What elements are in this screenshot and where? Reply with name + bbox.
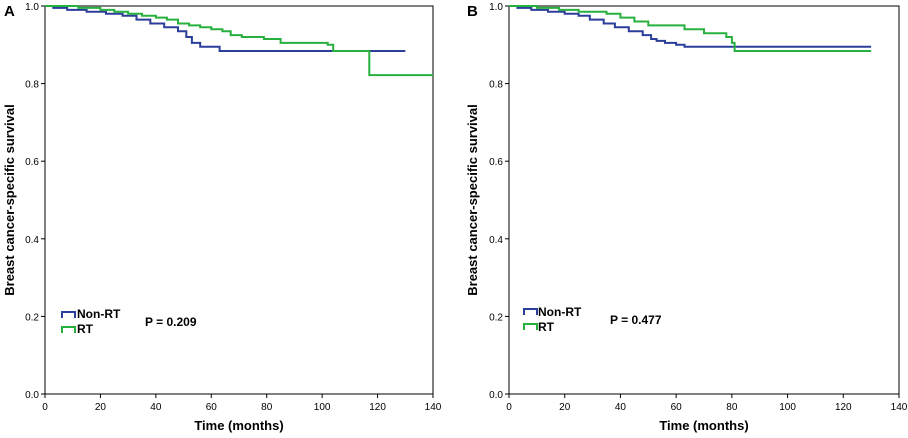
plot-area [508,5,900,395]
x-tick-label: 60 [206,402,218,413]
panel-a: A 0 20 40 60 80 100 120 140 0.00.20.40.60.81.0 … [2,2,442,433]
y-axis: 0.0 0.2 0.4 0.6 0.8 1.0 [25,2,45,401]
survival-curve-non-rt [45,5,406,52]
legend-swatch-non-rt [523,308,538,315]
survival-curve-rt [509,5,872,52]
y-tick-label: 0.8 [25,80,39,91]
plot-area [44,5,434,395]
y-tick-label: 0.4 [489,235,503,246]
x-axis-title: Time (months) [659,418,748,433]
y-axis-title: Breast cancer-specific survival [465,104,480,296]
panel-b: B 0 20 40 60 80 100 120 140 0.00.20.40.60.81.0 … [465,2,908,433]
legend-label-non-rt: Non-RT [538,305,582,319]
x-tick-label: 60 [671,402,683,413]
y-tick-label: 0.8 [489,80,503,91]
survival-curve-rt [45,5,433,77]
p-value: P = 0.209 [145,315,197,329]
x-tick-label: 80 [726,402,738,413]
y-tick-label: 0.6 [489,157,503,168]
x-tick-label: 20 [95,402,107,413]
x-tick-label: 120 [835,402,852,413]
x-axis: 0 20 40 60 80 100 120 140 [42,394,442,413]
x-tick-label: 140 [425,402,442,413]
x-axis-title: Time (months) [194,418,283,433]
y-tick-label: 1.0 [489,2,503,13]
x-tick-label: 40 [615,402,627,413]
y-tick-label: 0.6 [25,157,39,168]
survival-curve-non-rt [509,5,872,48]
legend-label-non-rt: Non-RT [77,307,121,321]
legend-label-rt: RT [538,320,555,334]
x-tick-label: 120 [369,402,386,413]
legend: Non-RT RT [523,305,582,334]
y-tick-label: 0.2 [489,312,503,323]
y-tick-label: 0.0 [25,390,39,401]
x-tick-label: 80 [261,402,273,413]
y-axis: 0.0 0.2 0.4 0.6 0.8 1.0 [489,2,509,401]
survival-curves [509,5,872,52]
x-tick-label: 0 [506,402,512,413]
legend-label-rt: RT [77,322,94,336]
legend-swatch-rt [523,323,538,330]
legend: Non-RT RT [61,307,121,336]
x-tick-label: 40 [150,402,162,413]
survival-curves [45,5,433,77]
x-tick-label: 140 [891,402,908,413]
y-tick-label: 0.0 [489,390,503,401]
panel-label: B [467,3,478,20]
x-tick-label: 100 [314,402,331,413]
legend-swatch-non-rt [61,311,76,318]
y-tick-label: 1.0 [25,2,39,13]
y-tick-label: 0.4 [25,235,39,246]
legend-swatch-rt [61,326,76,333]
x-tick-label: 100 [779,402,796,413]
p-value: P = 0.477 [610,313,662,327]
y-tick-label: 0.2 [25,312,39,323]
x-tick-label: 20 [559,402,571,413]
panel-label: A [4,3,15,20]
y-axis-title: Breast cancer-specific survival [2,104,17,296]
x-tick-label: 0 [42,402,48,413]
x-axis: 0 20 40 60 80 100 120 140 [506,394,908,413]
